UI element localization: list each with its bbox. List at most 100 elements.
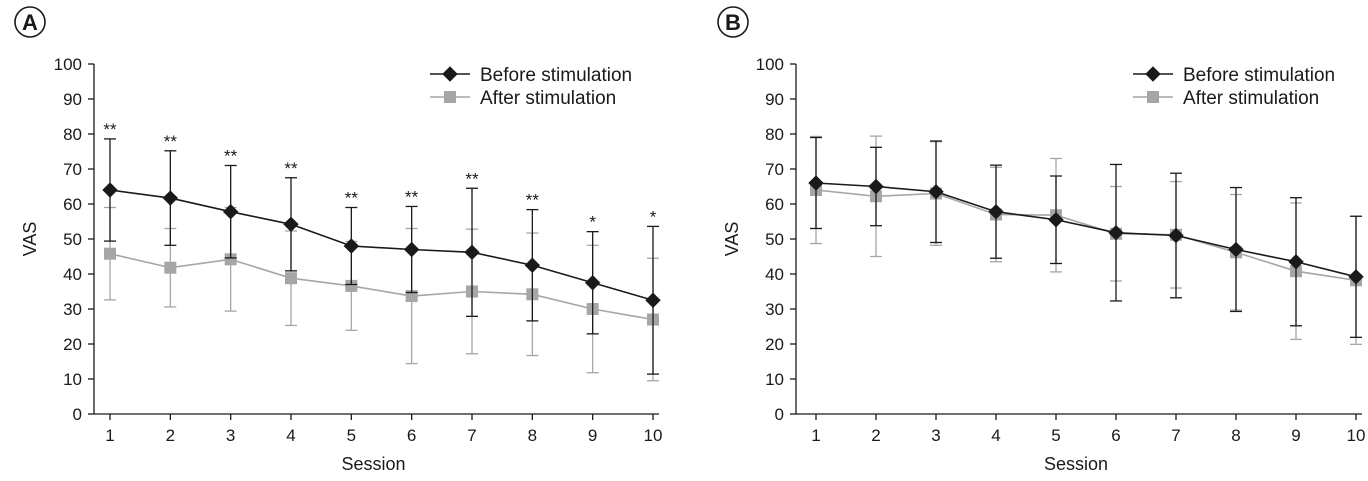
x-tick-label: 4 <box>991 426 1000 445</box>
y-tick-label: 30 <box>765 300 784 319</box>
data-point <box>403 241 420 258</box>
data-point <box>162 190 179 206</box>
x-tick-label: 3 <box>226 426 235 445</box>
y-tick-label: 20 <box>63 335 82 354</box>
data-point <box>868 178 884 195</box>
y-tick-label: 60 <box>63 195 82 214</box>
significance-label: ** <box>526 191 540 210</box>
y-tick-label: 30 <box>63 300 82 319</box>
x-tick-label: 10 <box>644 426 663 445</box>
y-tick-label: 0 <box>73 405 82 424</box>
data-point <box>988 203 1004 220</box>
data-point <box>928 184 944 200</box>
x-tick-label: 9 <box>1291 426 1300 445</box>
data-point <box>222 203 239 220</box>
legend-swatch-marker <box>1147 91 1159 103</box>
y-axis-title: VAS <box>20 222 40 257</box>
y-tick-label: 10 <box>63 370 82 389</box>
series-before <box>808 136 1364 339</box>
x-tick-label: 8 <box>528 426 537 445</box>
x-tick-label: 10 <box>1347 426 1366 445</box>
y-tick-label: 90 <box>765 90 784 109</box>
data-point <box>283 216 299 233</box>
x-tick-label: 2 <box>871 426 880 445</box>
y-axis-title: VAS <box>722 222 742 257</box>
x-axis-title: Session <box>341 454 405 474</box>
data-point <box>1348 269 1364 285</box>
x-tick-label: 1 <box>105 426 114 445</box>
y-tick-label: 50 <box>63 230 82 249</box>
legend-swatch-marker <box>444 91 456 103</box>
series-line <box>109 252 654 321</box>
axes: 0 10 20 30 40 50 60 70 80 90 100 1 2 3 4 5 6 7 8 9 10 <box>54 55 663 445</box>
x-tick-label: 9 <box>588 426 597 445</box>
series-before <box>102 138 661 375</box>
y-tick-label: 70 <box>765 160 784 179</box>
x-tick-label: 3 <box>931 426 940 445</box>
legend-label: Before stimulation <box>1183 65 1335 86</box>
x-tick-label: 6 <box>407 426 416 445</box>
y-tick-label: 0 <box>775 405 784 424</box>
panel-label: A <box>22 10 38 35</box>
x-axis-title: Session <box>1044 454 1108 474</box>
significance-label: ** <box>465 169 479 188</box>
significance-label: ** <box>103 120 117 139</box>
data-point <box>808 175 824 191</box>
significance-label: ** <box>405 187 419 206</box>
x-tick-label: 6 <box>1111 426 1120 445</box>
y-tick-label: 10 <box>765 370 784 389</box>
legend-label: Before stimulation <box>480 65 632 86</box>
data-point <box>645 292 661 308</box>
chart-panel-a: A 0 10 20 30 40 50 60 70 80 90 100 1 2 3 4 5 6 7 8 9 10 Sessio… <box>14 6 663 474</box>
data-point <box>343 238 360 254</box>
data-point <box>285 272 297 285</box>
x-tick-label: 7 <box>467 426 476 445</box>
x-tick-label: 7 <box>1171 426 1180 445</box>
y-tick-label: 20 <box>765 335 784 354</box>
significance-label: ** <box>284 159 298 178</box>
x-tick-label: 5 <box>1051 426 1060 445</box>
legend-label: After stimulation <box>1183 88 1319 109</box>
axes: 0 10 20 30 40 50 60 70 80 90 100 1 2 3 4 5 6 7 8 9 10 <box>756 55 1366 445</box>
panel-label-circle <box>717 6 749 38</box>
legend-label: After stimulation <box>480 88 616 109</box>
data-point <box>1288 254 1304 270</box>
x-tick-label: 1 <box>811 426 820 445</box>
data-point <box>524 257 541 273</box>
y-tick-label: 100 <box>756 55 784 74</box>
legend-swatch-marker <box>1145 66 1161 82</box>
series-after <box>810 135 1362 346</box>
x-tick-label: 8 <box>1231 426 1240 445</box>
chart-panel-b: B 0 10 20 30 40 50 60 70 80 90 100 1 2 3 4 5 6 7 8 9 10 Sessio… <box>717 6 1366 474</box>
panel-label: B <box>725 10 741 35</box>
x-tick-label: 4 <box>286 426 295 445</box>
panel-label-circle <box>14 6 46 38</box>
data-point <box>1228 241 1244 258</box>
x-tick-label: 2 <box>166 426 175 445</box>
x-tick-label: 5 <box>347 426 356 445</box>
significance-label: ** <box>164 132 178 151</box>
y-tick-label: 40 <box>765 265 784 284</box>
y-tick-label: 50 <box>765 230 784 249</box>
data-point <box>464 244 480 261</box>
y-tick-label: 80 <box>63 125 82 144</box>
data-point <box>164 261 177 274</box>
y-tick-label: 100 <box>54 55 82 74</box>
data-point <box>102 182 118 198</box>
y-tick-label: 80 <box>765 125 784 144</box>
data-point <box>584 275 601 291</box>
significance-label: ** <box>345 189 359 208</box>
significance-markers: ********** ******* * <box>103 120 656 232</box>
significance-label: ** <box>224 147 238 166</box>
significance-label: * <box>650 207 657 226</box>
series-after <box>104 206 659 382</box>
data-point <box>104 247 116 260</box>
series-line <box>109 189 654 302</box>
legend-swatch-marker <box>442 66 458 82</box>
y-tick-label: 90 <box>63 90 82 109</box>
series-line <box>815 189 1357 282</box>
significance-label: * <box>589 213 596 232</box>
y-tick-label: 60 <box>765 195 784 214</box>
